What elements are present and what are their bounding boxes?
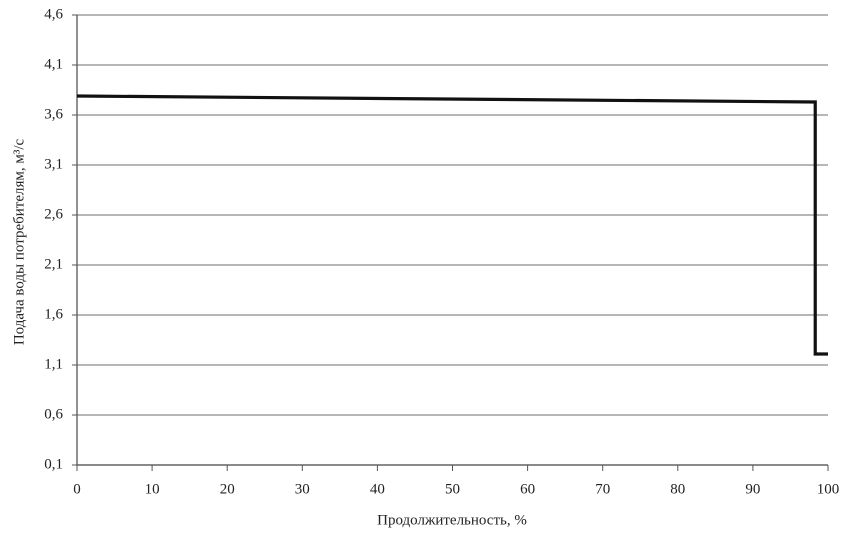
x-tick-label: 100: [817, 481, 840, 497]
y-tick-label: 3,6: [44, 106, 63, 122]
x-tick-label: 30: [295, 481, 310, 497]
y-tick-label: 4,6: [44, 6, 63, 22]
y-axis-label: Подача воды потребителям, м³/с: [11, 138, 27, 345]
x-tick-label: 50: [445, 481, 460, 497]
x-axis-label: Продолжительность, %: [377, 512, 527, 528]
x-tick-label: 90: [745, 481, 760, 497]
x-tick-label: 10: [145, 481, 160, 497]
y-tick-label: 0,6: [44, 406, 63, 422]
y-tick-label: 0,1: [44, 456, 63, 472]
x-tick-label: 60: [520, 481, 535, 497]
x-tick-label: 0: [73, 481, 81, 497]
x-tick-label: 20: [220, 481, 235, 497]
y-tick-label: 2,6: [44, 206, 63, 222]
x-tick-label: 40: [370, 481, 385, 497]
y-tick-label: 4,1: [44, 56, 63, 72]
y-tick-label: 1,1: [44, 356, 63, 372]
data-line: [76, 94, 828, 356]
x-tick-label: 80: [670, 481, 685, 497]
y-tick-label: 3,1: [44, 156, 63, 172]
x-tick-label: 70: [595, 481, 610, 497]
y-tick-label: 1,6: [44, 306, 63, 322]
y-tick-label: 2,1: [44, 256, 63, 272]
